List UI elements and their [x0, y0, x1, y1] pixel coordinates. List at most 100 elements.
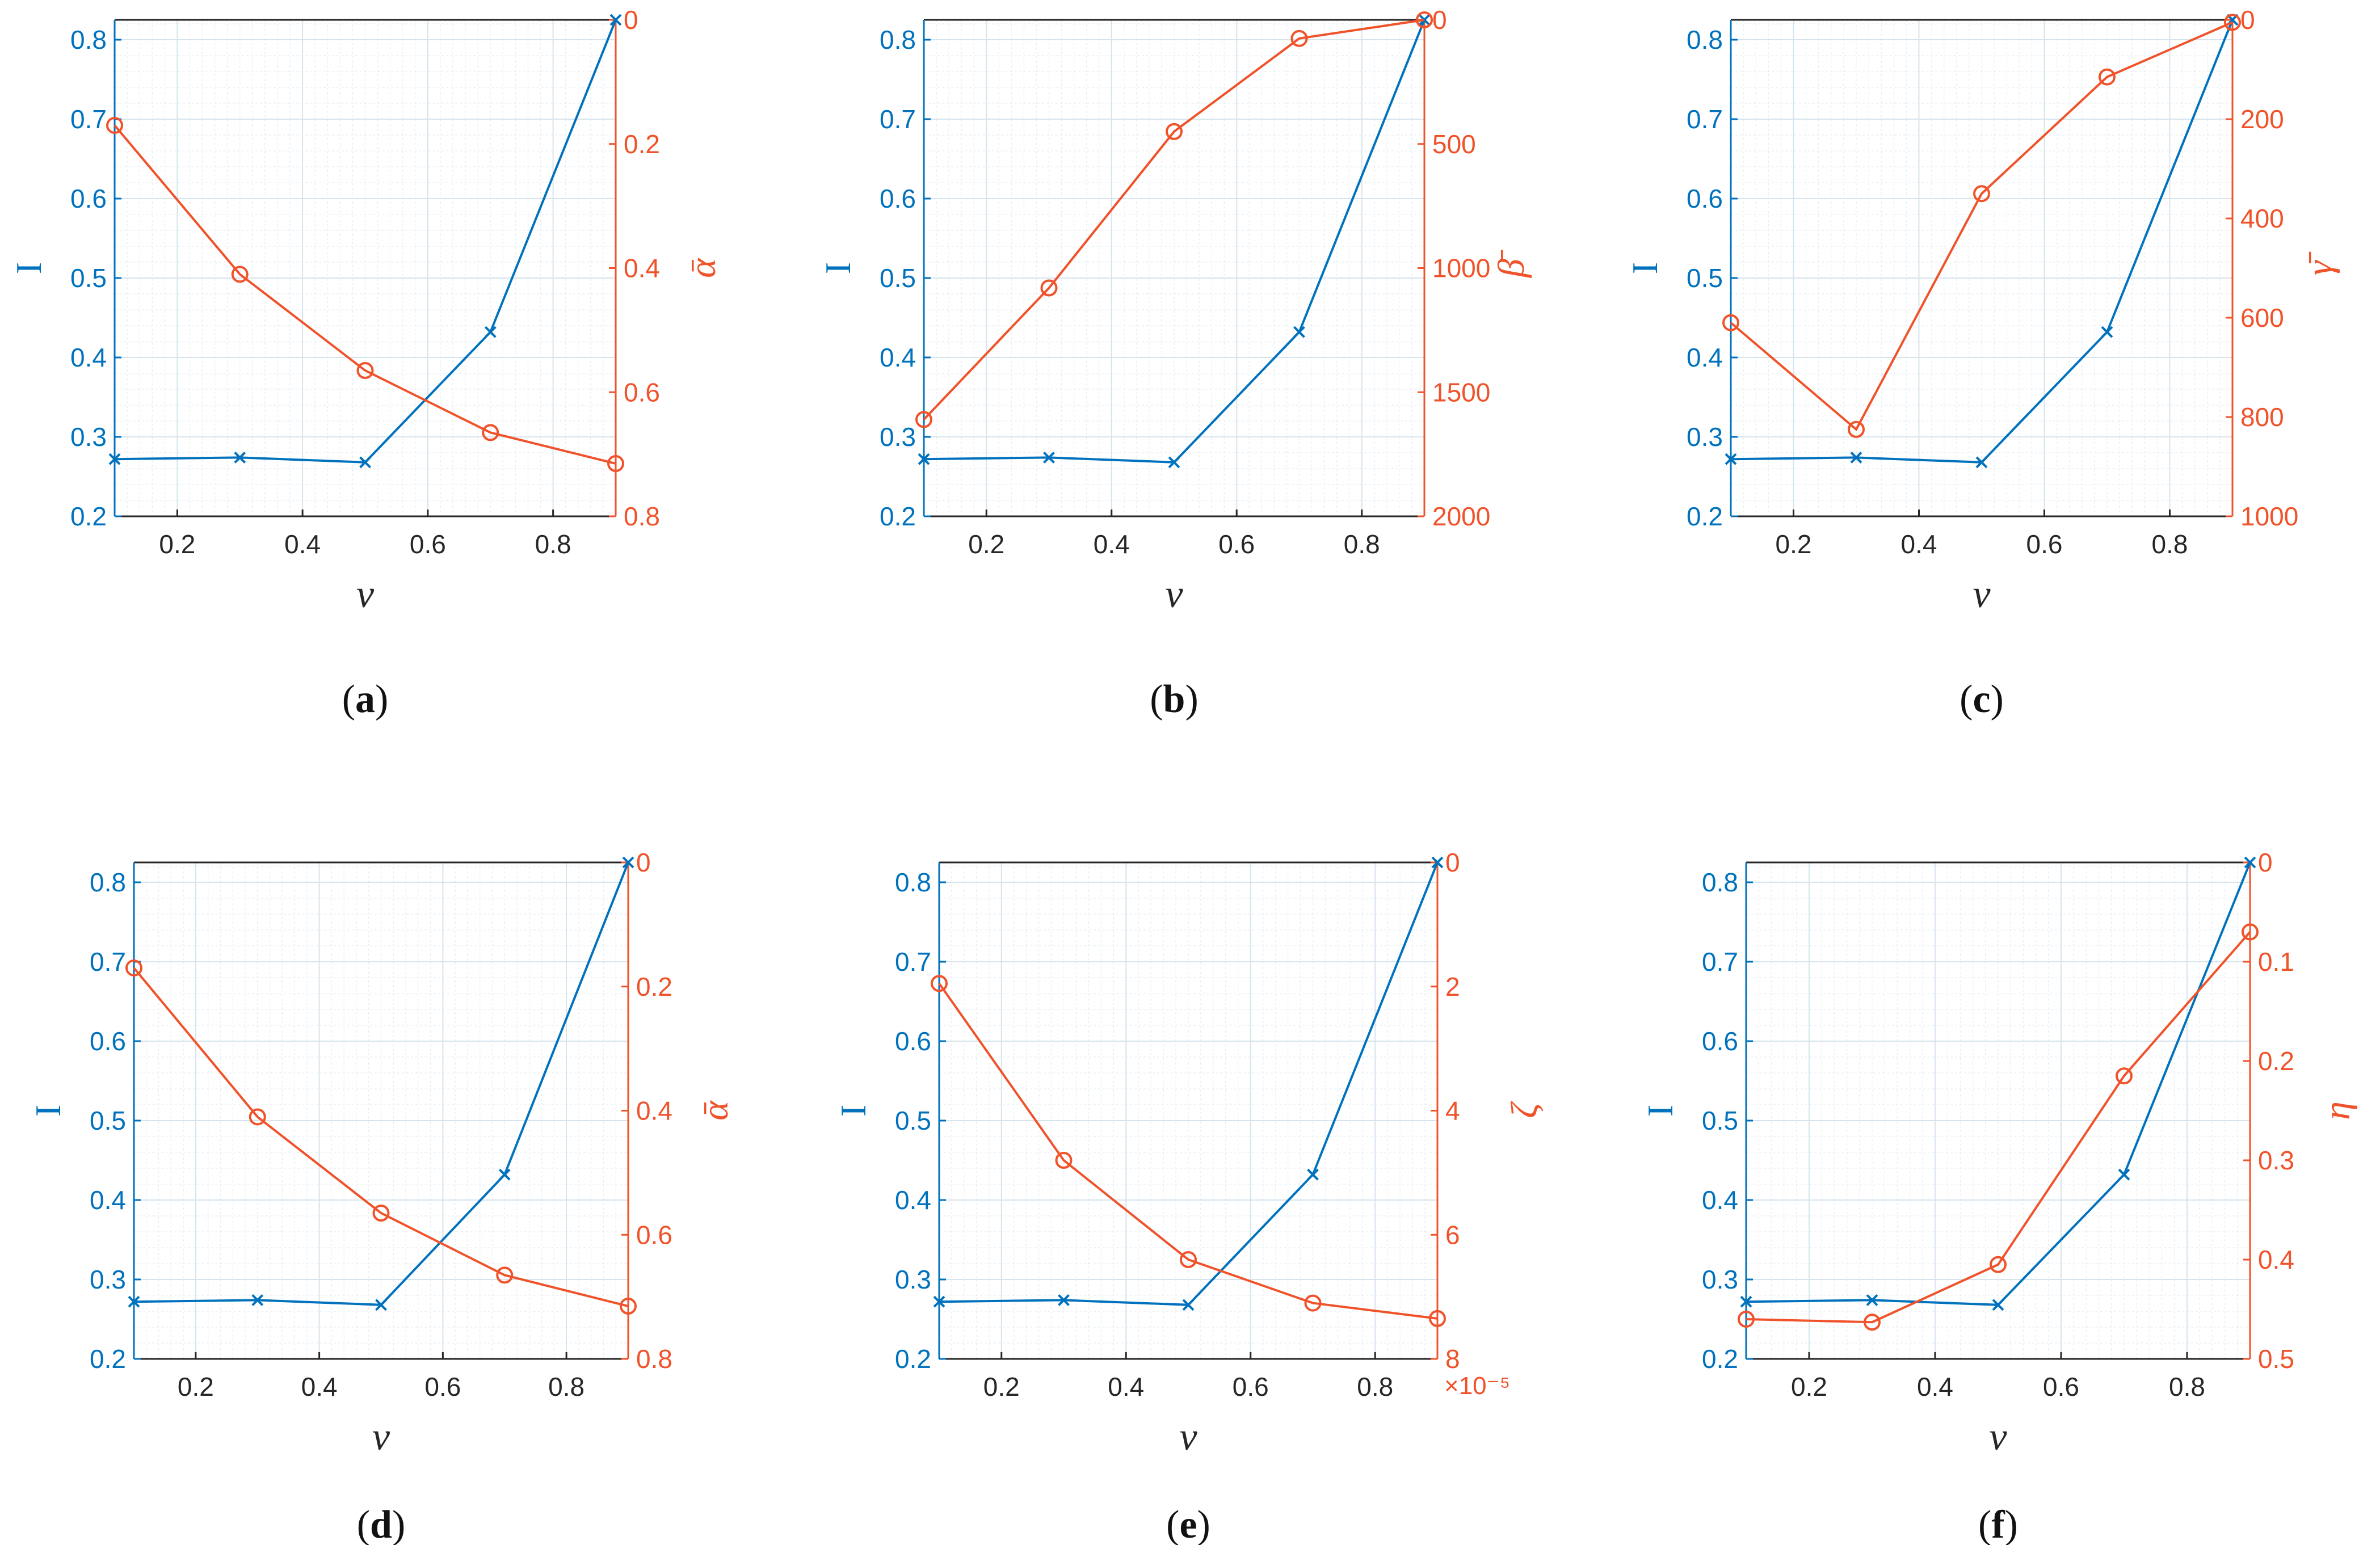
left-y-tick-label: 0.4: [90, 1185, 126, 1215]
right-y-tick-label: 600: [2240, 303, 2284, 332]
x-tick-label: 0.8: [535, 529, 571, 559]
left-y-tick-label: 0.4: [70, 343, 107, 372]
x-tick-label: 0.8: [1357, 1372, 1393, 1401]
left-y-tick-label: 0.3: [70, 422, 107, 452]
panel-b: 0.2 0.4 0.6 0.8 0.2 0.3 0.4 0.5 0.6 0.7 0.8 0 500 100…: [818, 5, 1532, 721]
right-y-axis-label: γ̄: [2299, 251, 2340, 276]
data-point-right: [2099, 68, 2116, 86]
x-tick-label: 0.6: [2043, 1372, 2079, 1401]
data-point-I: [234, 451, 246, 464]
data-point-right: [1722, 314, 1739, 331]
left-y-tick-label: 0.6: [1702, 1026, 1738, 1056]
left-y-tick-label: 0.8: [1687, 25, 1723, 54]
x-tick-label: 0.2: [159, 529, 195, 559]
data-point-I: [1850, 451, 1862, 464]
data-point-right: [1864, 1314, 1881, 1331]
x-tick-label: 0.4: [284, 529, 321, 559]
right-y-tick-label: 1000: [2240, 502, 2298, 531]
left-y-tick-label: 0.5: [880, 263, 916, 293]
panel-caption: (f): [1978, 1503, 2018, 1545]
data-point-I: [1975, 456, 1988, 469]
left-y-tick-label: 0.8: [880, 25, 916, 54]
panel-caption: (a): [342, 677, 389, 721]
data-point-I: [918, 453, 930, 465]
x-tick-label: 0.2: [1776, 529, 1812, 559]
right-y-tick-label: 6: [1445, 1220, 1460, 1249]
data-point-I: [609, 14, 622, 26]
x-axis-label: ν: [1973, 572, 1991, 616]
data-point-I: [251, 1294, 264, 1306]
x-tick-label: 0.8: [2169, 1372, 2205, 1401]
data-point-right: [1040, 279, 1058, 297]
left-y-tick-label: 0.8: [90, 868, 126, 897]
right-y-axis-label: ζ: [1504, 1101, 1545, 1118]
left-y-tick-label: 0.7: [895, 947, 931, 976]
data-point-I: [1043, 451, 1055, 464]
data-point-I: [1293, 326, 1305, 338]
data-point-right: [915, 411, 932, 428]
left-y-tick-label: 0.6: [895, 1026, 931, 1056]
panel-a: 0.2 0.4 0.6 0.8 0.2 0.3 0.4 0.5 0.6 0.7 0.8 0 0.2 0.4…: [9, 5, 724, 721]
data-point-I: [2244, 856, 2256, 869]
data-point-I: [359, 456, 371, 469]
series-line-right: [113, 124, 616, 465]
data-point-right: [496, 1266, 514, 1284]
data-point-I: [1168, 456, 1180, 469]
right-y-tick-label: 0: [2240, 5, 2255, 35]
data-point-I: [1725, 453, 1737, 465]
right-y-tick-label: 0: [1432, 5, 1447, 35]
x-tick-label: 0.6: [2026, 529, 2063, 559]
right-y-tick-label: 0.4: [624, 254, 660, 283]
x-tick-label: 0.6: [424, 1372, 461, 1401]
data-point-I: [1058, 1294, 1070, 1306]
series-line-right: [1730, 21, 2233, 432]
data-point-right: [482, 424, 499, 441]
right-y-axis-label: β̄: [1491, 249, 1532, 279]
left-y-tick-label: 0.5: [895, 1106, 931, 1135]
right-y-tick-label: 0: [636, 848, 651, 877]
x-tick-label: 0.4: [1917, 1372, 1953, 1401]
data-point-right: [1990, 1256, 2007, 1273]
x-axis-label: ν: [1179, 1415, 1197, 1459]
left-y-axis-label: I: [1640, 1105, 1680, 1117]
x-tick-label: 0.4: [1094, 529, 1130, 559]
left-y-tick-label: 0.5: [1687, 263, 1723, 293]
x-tick-label: 0.6: [410, 529, 446, 559]
right-y-tick-label: 0.1: [2258, 947, 2294, 976]
data-point-I: [1431, 856, 1444, 869]
right-y-tick-label: 0: [2258, 848, 2273, 877]
right-y-tick-label: 400: [2240, 204, 2284, 233]
left-y-tick-label: 0.6: [1687, 184, 1723, 213]
data-point-right: [356, 361, 374, 379]
right-y-tick-label: 500: [1432, 129, 1476, 159]
x-tick-label: 0.4: [301, 1372, 338, 1401]
series-line-right: [133, 967, 629, 1307]
right-y-tick-label: 0.8: [624, 502, 660, 531]
major-grid: [115, 20, 616, 517]
panel-caption: (d): [357, 1503, 406, 1545]
x-axis-label: ν: [1989, 1415, 2007, 1459]
data-point-right: [2116, 1067, 2133, 1085]
panel-f: 0.2 0.4 0.6 0.8 0.2 0.3 0.4 0.5 0.6 0.7 0.8 0 0.1 0.2…: [1640, 848, 2358, 1545]
series-line-I: [1730, 19, 2234, 464]
data-point-I: [1307, 1168, 1319, 1181]
right-y-tick-label: 4: [1445, 1096, 1460, 1126]
data-point-I: [498, 1168, 511, 1181]
left-y-tick-label: 0.7: [1702, 947, 1738, 976]
data-point-right: [607, 455, 624, 473]
panel-caption: (c): [1959, 677, 2004, 721]
x-tick-label: 0.4: [1901, 529, 1937, 559]
data-point-I: [2118, 1168, 2130, 1181]
right-y-tick-label: 0.5: [2258, 1344, 2294, 1374]
x-tick-label: 0.8: [1344, 529, 1380, 559]
data-point-right: [2242, 923, 2259, 941]
left-y-axis-label: I: [1625, 262, 1665, 274]
left-y-axis-label: I: [9, 262, 49, 274]
minor-grid: [939, 862, 1437, 1359]
data-point-right: [372, 1204, 390, 1222]
left-y-tick-label: 0.7: [70, 104, 107, 134]
right-y-tick-label: 0.4: [636, 1096, 672, 1126]
data-point-right: [231, 266, 249, 283]
right-y-axis-label: η: [2316, 1101, 2358, 1120]
series-line-I: [939, 862, 1439, 1306]
